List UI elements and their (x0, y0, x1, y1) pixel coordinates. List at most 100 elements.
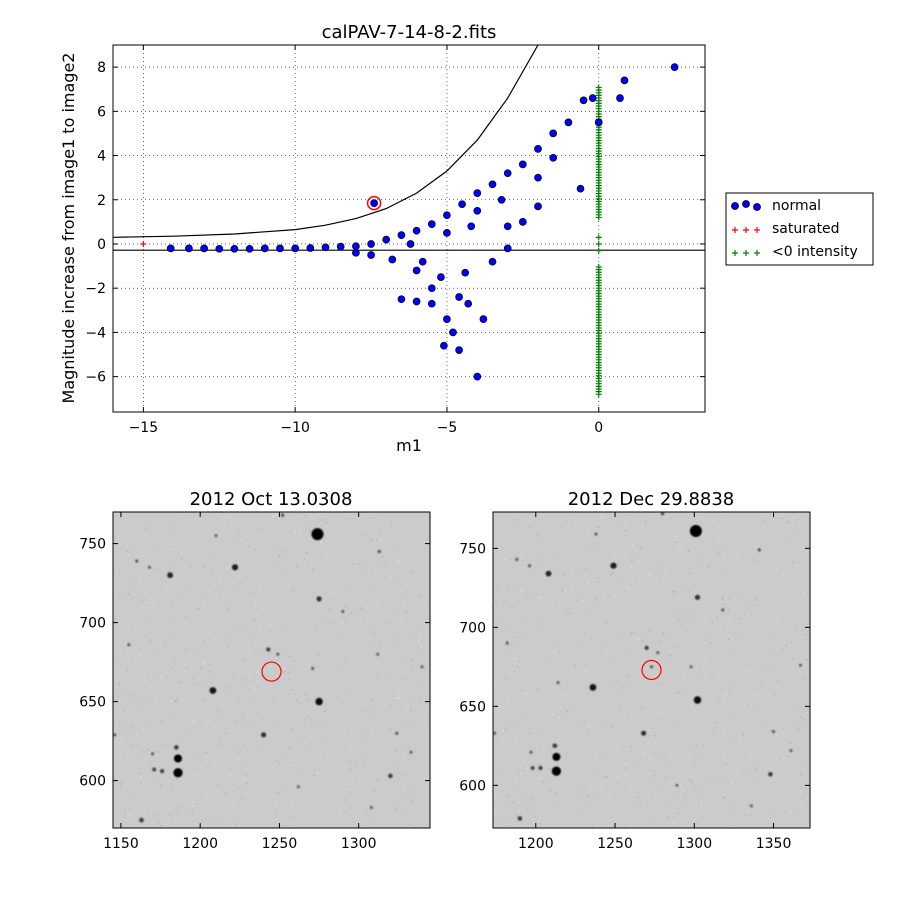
noise-pixel (408, 682, 411, 684)
noise-pixel (156, 593, 159, 595)
noise-pixel (666, 512, 668, 515)
noise-pixel (240, 741, 243, 744)
noise-pixel (705, 657, 708, 660)
noise-pixel (290, 689, 293, 691)
noise-pixel (587, 584, 590, 587)
noise-pixel (641, 639, 643, 642)
noise-pixel (734, 715, 737, 718)
noise-pixel (765, 704, 768, 707)
noise-pixel (658, 641, 660, 643)
noise-pixel (682, 789, 684, 791)
image-dec-frame (492, 511, 811, 829)
noise-pixel (314, 661, 317, 664)
noise-pixel (752, 602, 755, 604)
noise-pixel (672, 660, 675, 662)
noise-pixel (280, 800, 282, 803)
noise-pixel (522, 617, 524, 620)
noise-pixel (570, 516, 573, 518)
noise-pixel (275, 802, 278, 805)
noise-pixel (285, 554, 287, 556)
star (315, 697, 323, 706)
noise-pixel (221, 743, 224, 746)
noise-pixel (340, 666, 342, 668)
noise-pixel (564, 693, 566, 696)
noise-pixel (241, 798, 244, 801)
normal-point (427, 299, 436, 308)
noise-pixel (527, 540, 529, 542)
noise-pixel (515, 813, 517, 816)
noise-pixel (227, 738, 229, 741)
noise-pixel (740, 676, 743, 679)
noise-pixel (753, 559, 756, 562)
noise-pixel (359, 823, 361, 825)
noise-pixel (770, 730, 772, 732)
noise-pixel (682, 751, 685, 754)
noise-pixel (205, 791, 207, 794)
noise-pixel (409, 823, 411, 826)
x-tick-label: 1200 (518, 836, 554, 852)
noise-pixel (495, 819, 497, 821)
noise-pixel (243, 743, 246, 746)
normal-point (412, 226, 421, 235)
noise-pixel (371, 729, 373, 732)
noise-pixel (118, 570, 121, 572)
y-tick-label: 600 (79, 774, 106, 790)
noise-pixel (237, 757, 239, 759)
noise-pixel (188, 725, 190, 727)
noise-pixel (714, 637, 717, 639)
noise-pixel (729, 598, 731, 600)
noise-pixel (684, 669, 687, 671)
noise-pixel (325, 803, 328, 806)
noise-pixel (354, 727, 357, 730)
noise-pixel (513, 801, 515, 804)
normal-point (503, 169, 512, 178)
noise-pixel (185, 559, 188, 562)
legend-box (725, 192, 874, 266)
noise-pixel (399, 620, 401, 623)
noise-pixel (576, 599, 579, 601)
highlighted-point-ring (366, 195, 382, 211)
noise-pixel (739, 813, 742, 815)
noise-pixel (570, 645, 572, 647)
noise-pixel (626, 523, 629, 526)
noise-pixel (570, 512, 573, 515)
noise-pixel (234, 823, 236, 826)
star (341, 609, 345, 614)
noise-pixel (145, 813, 148, 816)
noise-pixel (534, 569, 536, 572)
noise-pixel (567, 522, 570, 524)
noise-pixel (310, 589, 312, 592)
noise-pixel (242, 659, 244, 661)
noise-pixel (295, 752, 298, 755)
noise-pixel (275, 675, 277, 677)
noise-pixel (563, 573, 565, 575)
noise-pixel (201, 820, 203, 823)
normal-point (166, 244, 175, 253)
star (771, 730, 776, 734)
noise-pixel (642, 752, 645, 755)
noise-pixel (506, 640, 508, 642)
noise-pixel (495, 517, 498, 520)
noise-pixel (276, 588, 278, 591)
noise-pixel (759, 672, 761, 675)
noise-pixel (246, 773, 248, 776)
noise-pixel (803, 719, 805, 721)
noise-pixel (388, 806, 390, 809)
noise-pixel (716, 697, 719, 700)
noise-pixel (117, 592, 119, 595)
noise-pixel (242, 711, 244, 713)
noise-pixel (535, 671, 538, 674)
noise-pixel (246, 668, 248, 670)
noise-pixel (175, 778, 178, 780)
noise-pixel (348, 569, 350, 571)
noise-pixel (721, 598, 724, 601)
noise-pixel (328, 599, 330, 602)
noise-pixel (714, 722, 717, 724)
noise-pixel (411, 581, 413, 584)
noise-pixel (184, 648, 187, 651)
normal-point (306, 244, 315, 252)
noise-pixel (225, 686, 228, 689)
y-tick-label: 650 (459, 699, 486, 715)
noise-pixel (401, 725, 404, 727)
noise-pixel (701, 517, 704, 519)
